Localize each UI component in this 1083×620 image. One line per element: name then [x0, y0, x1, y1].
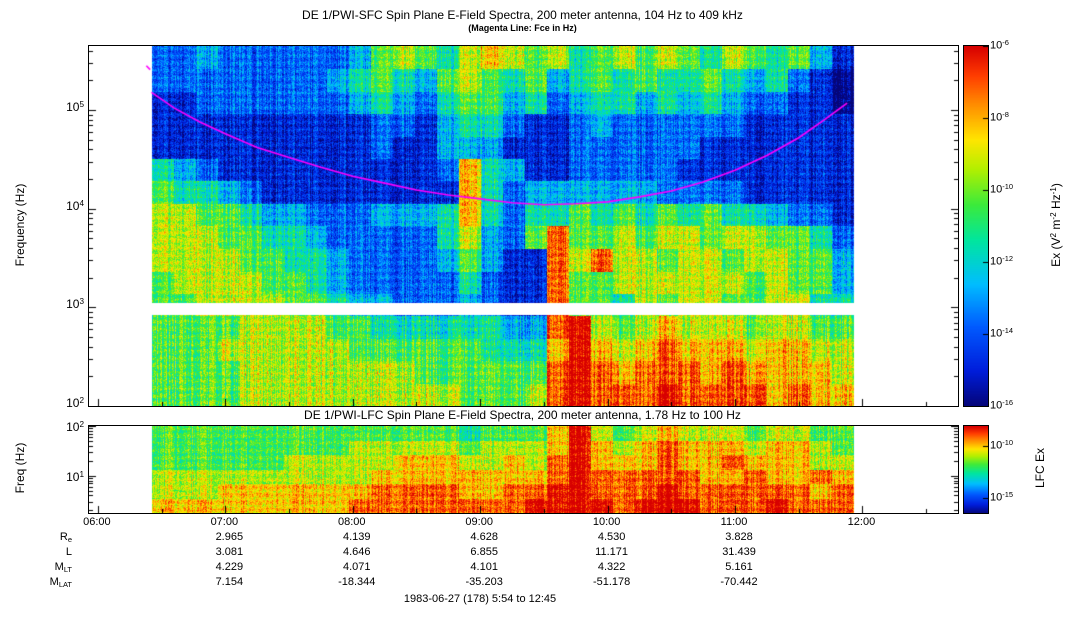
ephemeris-value: 4.229	[189, 561, 269, 573]
ephemeris-value: -51.178	[572, 576, 652, 588]
x-axis-tick-label: 06:00	[72, 516, 122, 528]
sfc-colorbar-tick-label: 10-14	[990, 326, 1013, 340]
ephemeris-value: -18.344	[317, 576, 397, 588]
footer-time-range: 1983-06-27 (178) 5:54 to 12:45	[0, 593, 960, 605]
ephemeris-value: 5.161	[699, 561, 779, 573]
ephemeris-value: -35.203	[444, 576, 524, 588]
x-axis-tick-label: 07:00	[199, 516, 249, 528]
ephemeris-value: -70.442	[699, 576, 779, 588]
x-axis-tick-label: 11:00	[709, 516, 759, 528]
ephemeris-value: 3.081	[189, 546, 269, 558]
lfc-y-tick-label: 101	[38, 470, 84, 484]
sfc-colorbar-tick-label: 10-10	[990, 182, 1013, 196]
sfc-colorbar-tick-label: 10-6	[990, 38, 1009, 52]
sfc-y-tick-label: 105	[38, 100, 84, 114]
ephemeris-value: 2.965	[189, 531, 269, 543]
generated-axis-labels: 102 103 104 105 101 102 10-6 10-8 10-10 10-12 10-1…	[0, 0, 1083, 620]
lfc-colorbar-tick-label: 10-15	[990, 490, 1013, 504]
ephemeris-value: 4.139	[317, 531, 397, 543]
ephemeris-row-label: MLAT	[20, 576, 72, 589]
ephemeris-value: 4.530	[572, 531, 652, 543]
lfc-colorbar-tick-label: 10-10	[990, 438, 1013, 452]
sfc-colorbar-tick-label: 10-12	[990, 254, 1013, 268]
ephemeris-value: 4.322	[572, 561, 652, 573]
sfc-colorbar-tick-label: 10-8	[990, 110, 1009, 124]
ephemeris-row-label: Re	[20, 531, 72, 544]
x-axis-tick-label: 09:00	[454, 516, 504, 528]
x-axis-tick-label: 08:00	[327, 516, 377, 528]
ephemeris-value: 4.628	[444, 531, 524, 543]
ephemeris-row-label: MLT	[20, 561, 72, 574]
lfc-y-tick-label: 102	[38, 420, 84, 434]
ephemeris-value: 6.855	[444, 546, 524, 558]
ephemeris-value: 4.071	[317, 561, 397, 573]
x-axis-tick-label: 10:00	[582, 516, 632, 528]
sfc-y-tick-label: 102	[38, 396, 84, 410]
x-axis-tick-label: 12:00	[836, 516, 886, 528]
ephemeris-value: 4.646	[317, 546, 397, 558]
ephemeris-value: 4.101	[444, 561, 524, 573]
ephemeris-value: 3.828	[699, 531, 779, 543]
sfc-y-tick-label: 104	[38, 199, 84, 213]
sfc-colorbar-tick-label: 10-16	[990, 398, 1013, 412]
ephemeris-value: 31.439	[699, 546, 779, 558]
sfc-y-tick-label: 103	[38, 297, 84, 311]
ephemeris-row-label: L	[20, 546, 72, 558]
ephemeris-value: 7.154	[189, 576, 269, 588]
figure-root: DE 1/PWI-SFC Spin Plane E-Field Spectra,…	[0, 0, 1083, 620]
ephemeris-value: 11.171	[572, 546, 652, 558]
